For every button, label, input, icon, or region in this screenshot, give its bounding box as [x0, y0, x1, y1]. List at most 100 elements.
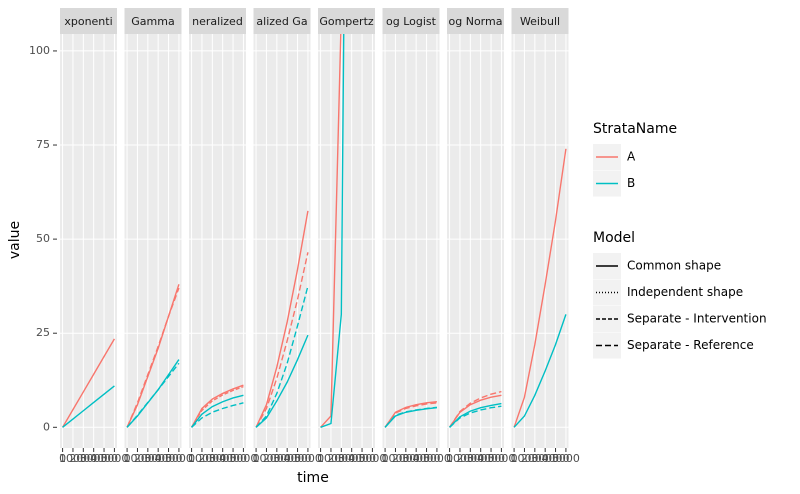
x-tick-label: 4000 — [413, 452, 441, 465]
x-tick-label: 2000 — [198, 452, 226, 465]
series-line — [384, 402, 437, 428]
series-line — [449, 405, 502, 428]
x-tick-label: 3000 — [338, 452, 366, 465]
series-line — [449, 394, 502, 428]
series-line — [513, 314, 567, 428]
x-tick-label: 5000 — [294, 452, 322, 465]
x-tick-label: 2000 — [521, 452, 549, 465]
panel-background — [511, 34, 569, 448]
y-tick-label: 25 — [36, 326, 50, 339]
x-tick-label: 4000 — [284, 452, 312, 465]
strip — [189, 8, 246, 34]
strip-label: Weibull — [520, 15, 560, 28]
x-tick-label: 1000 — [317, 452, 345, 465]
x-axis-label: time — [297, 470, 329, 486]
x-tick-label: 5000 — [229, 452, 257, 465]
strip-label: xponenti — [64, 15, 112, 28]
panel-background — [447, 34, 504, 448]
series-line — [255, 252, 309, 428]
y-axis-label: value — [7, 221, 23, 259]
strip — [318, 8, 375, 34]
panel-background — [189, 34, 246, 448]
series-line — [255, 210, 309, 428]
y-tick-label: 75 — [36, 138, 50, 151]
strip-label: neralized — [192, 15, 243, 28]
panel-background — [60, 34, 117, 448]
strip-label: og Logist — [386, 15, 437, 28]
series-line — [384, 401, 437, 428]
y-tick-label: 0 — [43, 420, 50, 433]
x-tick-label: 4000 — [348, 452, 376, 465]
legend-label: Separate - Intervention — [627, 312, 767, 326]
x-tick-label: 0 — [188, 452, 195, 465]
series-line — [513, 148, 567, 428]
x-tick-label: 5000 — [423, 452, 451, 465]
x-tick-label: 2000 — [69, 452, 97, 465]
series-line — [126, 287, 180, 428]
x-tick-label: 2000 — [134, 452, 162, 465]
legend-label: A — [627, 150, 636, 164]
x-tick-label: 3000 — [209, 452, 237, 465]
x-tick-label: 2000 — [263, 452, 291, 465]
x-tick-label: 0 — [59, 452, 66, 465]
x-tick-label: 2000 — [456, 452, 484, 465]
panel-background — [382, 34, 440, 448]
x-tick-label: 5000 — [552, 452, 580, 465]
x-tick-label: 3000 — [144, 452, 172, 465]
series-line — [384, 406, 437, 428]
x-tick-label: 4000 — [155, 452, 183, 465]
series-line — [190, 384, 244, 428]
strip-label: Gamma — [131, 15, 174, 28]
y-tick-label: 100 — [29, 44, 50, 57]
series-line — [62, 385, 115, 428]
x-tick-label: 5000 — [487, 452, 515, 465]
series-line — [126, 362, 180, 428]
legend-title: Model — [593, 230, 635, 246]
x-tick-label: 3000 — [467, 452, 495, 465]
legend-label: B — [627, 176, 635, 190]
x-tick-label: 5000 — [165, 452, 193, 465]
strip — [511, 8, 569, 34]
series-line — [320, 34, 345, 428]
legend-title: StrataName — [593, 121, 677, 137]
y-tick-label: 50 — [36, 232, 50, 245]
x-tick-label: 1000 — [123, 452, 151, 465]
strip — [382, 8, 440, 34]
x-tick-label: 4000 — [477, 452, 505, 465]
series-line — [191, 402, 244, 428]
x-tick-label: 1000 — [381, 452, 409, 465]
strip-label: alized Ga — [256, 15, 307, 28]
strip-label: Gompertz — [319, 15, 374, 28]
x-tick-label: 3000 — [273, 452, 301, 465]
strip — [447, 8, 504, 34]
strip — [60, 8, 117, 34]
legend-label: Separate - Reference — [627, 338, 754, 352]
series-line — [449, 390, 502, 428]
x-tick-label: 3000 — [80, 452, 108, 465]
strip — [253, 8, 311, 34]
panel-background — [124, 34, 182, 448]
x-tick-label: 5000 — [100, 452, 128, 465]
x-tick-label: 4000 — [219, 452, 247, 465]
x-tick-label: 4000 — [542, 452, 570, 465]
x-tick-label: 1000 — [252, 452, 280, 465]
x-tick-label: 0 — [446, 452, 453, 465]
x-tick-label: 1000 — [59, 452, 87, 465]
x-tick-label: 0 — [253, 452, 260, 465]
x-tick-label: 2000 — [327, 452, 355, 465]
x-tick-label: 1000 — [446, 452, 474, 465]
x-tick-label: 3000 — [531, 452, 559, 465]
legend-key — [593, 279, 621, 306]
series-line — [191, 394, 244, 428]
x-tick-label: 0 — [382, 452, 389, 465]
series-line — [255, 334, 309, 428]
x-tick-label: 4000 — [90, 452, 118, 465]
x-tick-label: 5000 — [358, 452, 386, 465]
x-tick-label: 1000 — [188, 452, 216, 465]
x-tick-label: 3000 — [402, 452, 430, 465]
legend-label: Common shape — [627, 259, 721, 273]
legend-label: Independent shape — [627, 285, 743, 299]
x-tick-label: 0 — [317, 452, 324, 465]
x-tick-label: 0 — [511, 452, 518, 465]
